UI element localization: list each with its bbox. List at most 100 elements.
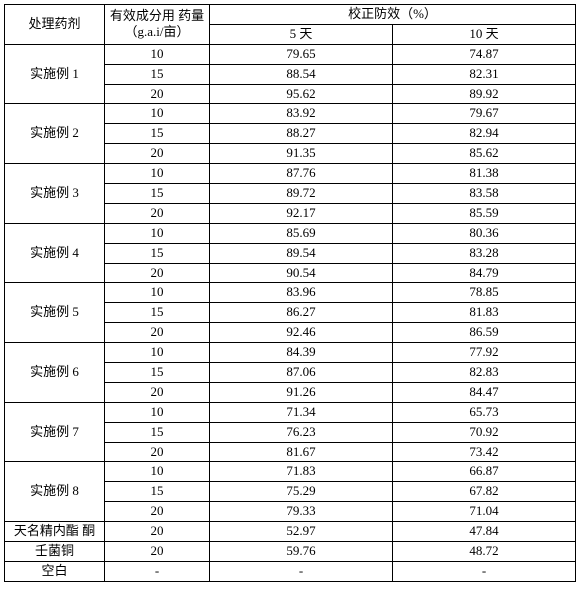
table-row: 空白--- [5,561,576,581]
cell-10day: 65.73 [393,402,576,422]
cell-5day: 88.54 [210,64,393,84]
table-row: 壬菌铜2059.7648.72 [5,542,576,562]
table-row: 实施例 41085.6980.36 [5,223,576,243]
table-row: 天名精内酯 酮2052.9747.84 [5,522,576,542]
cell-10day: 47.84 [393,522,576,542]
cell-5day: 71.34 [210,402,393,422]
cell-10day: 80.36 [393,223,576,243]
cell-dose: 10 [105,104,210,124]
cell-agent: 实施例 8 [5,462,105,522]
table-row: 实施例 71071.3465.73 [5,402,576,422]
cell-10day: 67.82 [393,482,576,502]
cell-10day: 70.92 [393,422,576,442]
header-efficacy: 校正防效（%） [210,5,576,25]
cell-10day: 85.62 [393,144,576,164]
cell-5day: 52.97 [210,522,393,542]
cell-dose: 20 [105,542,210,562]
cell-10day: 78.85 [393,283,576,303]
table-row: 实施例 81071.8366.87 [5,462,576,482]
cell-10day: 84.47 [393,382,576,402]
cell-5day: 86.27 [210,303,393,323]
cell-agent: 实施例 3 [5,164,105,224]
cell-5day: 83.92 [210,104,393,124]
cell-dose: 10 [105,44,210,64]
cell-agent: 实施例 1 [5,44,105,104]
cell-dose: - [105,561,210,581]
cell-5day: 90.54 [210,263,393,283]
header-10day: 10 天 [393,24,576,44]
cell-5day: 84.39 [210,343,393,363]
cell-10day: 84.79 [393,263,576,283]
cell-5day: 88.27 [210,124,393,144]
cell-10day: 81.38 [393,164,576,184]
cell-5day: 75.29 [210,482,393,502]
cell-5day: 59.76 [210,542,393,562]
cell-5day: 91.26 [210,382,393,402]
table-row: 实施例 21083.9279.67 [5,104,576,124]
cell-dose: 15 [105,363,210,383]
cell-5day: 76.23 [210,422,393,442]
table-row: 实施例 31087.7681.38 [5,164,576,184]
cell-10day: 83.28 [393,243,576,263]
cell-10day: 82.83 [393,363,576,383]
header-5day: 5 天 [210,24,393,44]
cell-agent: 实施例 5 [5,283,105,343]
cell-agent: 空白 [5,561,105,581]
header-agent: 处理药剂 [5,5,105,45]
cell-dose: 20 [105,144,210,164]
cell-10day: 89.92 [393,84,576,104]
cell-dose: 15 [105,64,210,84]
cell-dose: 15 [105,184,210,204]
table-body: 实施例 11079.6574.871588.5482.312095.6289.9… [5,44,576,581]
cell-dose: 15 [105,482,210,502]
cell-dose: 20 [105,522,210,542]
efficacy-table: 处理药剂 有效成分用 药量 （g.a.i/亩） 校正防效（%） 5 天 10 天… [4,4,576,582]
cell-dose: 20 [105,203,210,223]
cell-dose: 20 [105,263,210,283]
cell-dose: 10 [105,343,210,363]
cell-5day: 71.83 [210,462,393,482]
cell-5day: 92.46 [210,323,393,343]
cell-dose: 15 [105,124,210,144]
cell-10day: 83.58 [393,184,576,204]
cell-5day: 87.06 [210,363,393,383]
cell-dose: 10 [105,283,210,303]
cell-dose: 20 [105,502,210,522]
cell-10day: 77.92 [393,343,576,363]
cell-5day: 89.72 [210,184,393,204]
cell-5day: 95.62 [210,84,393,104]
table-row: 实施例 51083.9678.85 [5,283,576,303]
cell-10day: 85.59 [393,203,576,223]
cell-5day: 79.65 [210,44,393,64]
cell-5day: 89.54 [210,243,393,263]
cell-10day: 71.04 [393,502,576,522]
cell-dose: 10 [105,402,210,422]
cell-10day: 66.87 [393,462,576,482]
cell-10day: 82.31 [393,64,576,84]
cell-5day: 79.33 [210,502,393,522]
cell-5day: 85.69 [210,223,393,243]
cell-agent: 实施例 4 [5,223,105,283]
cell-dose: 10 [105,462,210,482]
cell-5day: 92.17 [210,203,393,223]
cell-10day: - [393,561,576,581]
cell-agent: 实施例 2 [5,104,105,164]
cell-5day: 81.67 [210,442,393,462]
cell-10day: 48.72 [393,542,576,562]
cell-dose: 15 [105,422,210,442]
cell-agent: 实施例 7 [5,402,105,462]
cell-dose: 15 [105,243,210,263]
cell-dose: 20 [105,323,210,343]
cell-agent: 天名精内酯 酮 [5,522,105,542]
cell-dose: 20 [105,442,210,462]
cell-10day: 74.87 [393,44,576,64]
header-dose: 有效成分用 药量 （g.a.i/亩） [105,5,210,45]
cell-5day: 91.35 [210,144,393,164]
cell-10day: 82.94 [393,124,576,144]
cell-agent: 实施例 6 [5,343,105,403]
cell-5day: - [210,561,393,581]
cell-10day: 73.42 [393,442,576,462]
cell-10day: 79.67 [393,104,576,124]
cell-dose: 15 [105,303,210,323]
cell-dose: 10 [105,223,210,243]
